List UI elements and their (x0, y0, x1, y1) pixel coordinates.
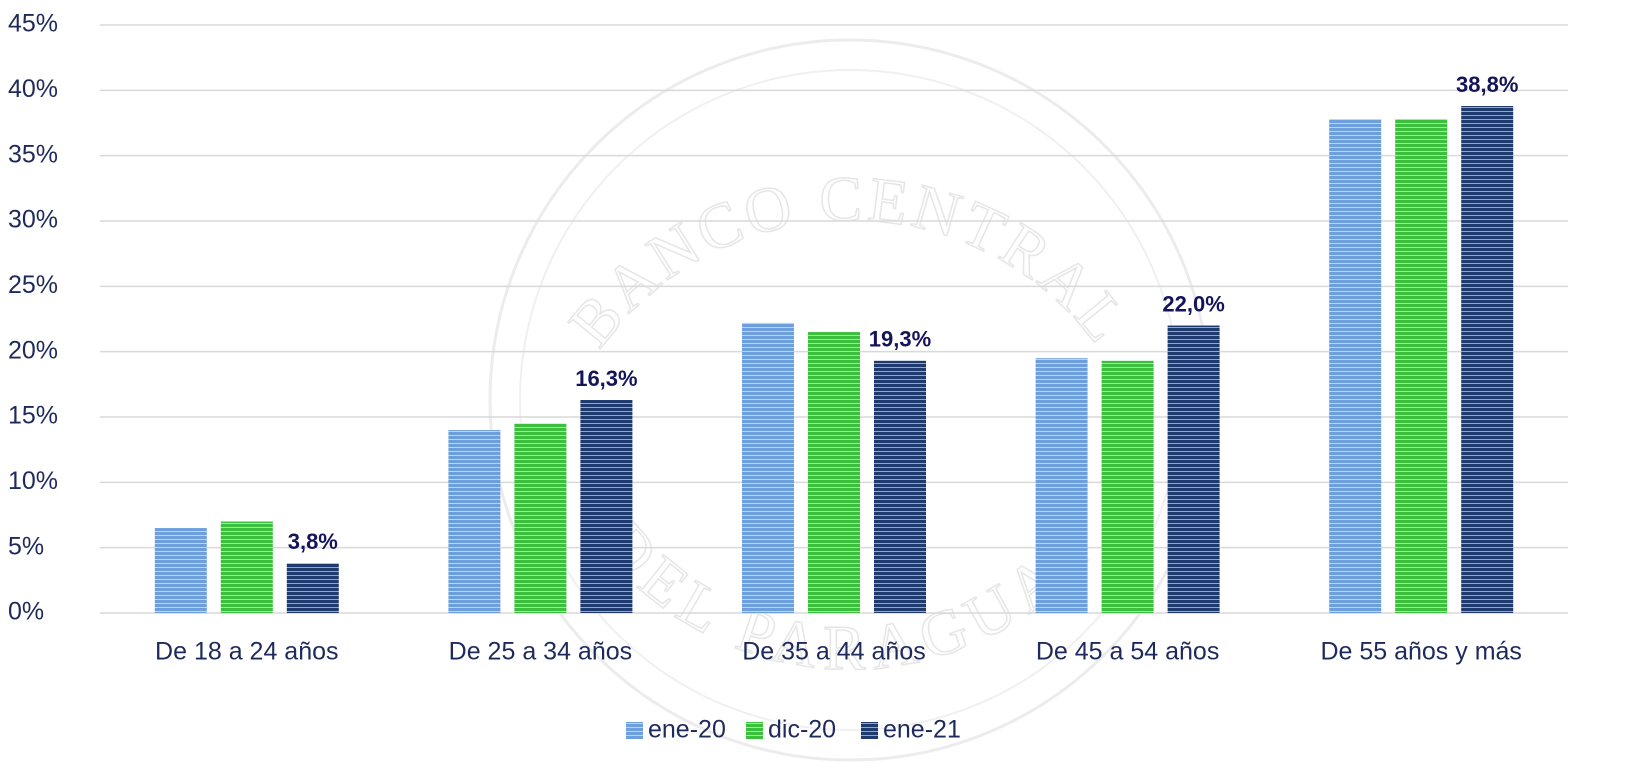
y-tick-label: 0% (8, 598, 44, 626)
bar (1395, 119, 1448, 613)
y-tick-label: 40% (8, 75, 58, 103)
x-tick-label: De 25 a 34 años (449, 638, 632, 666)
bar (220, 521, 273, 613)
legend-label: ene-21 (883, 716, 961, 744)
data-label: 19,3% (869, 327, 931, 352)
bar (1167, 325, 1220, 613)
y-tick-label: 25% (8, 271, 58, 299)
data-label: 38,8% (1456, 72, 1518, 97)
y-tick-label: 30% (8, 206, 58, 234)
y-tick-label: 10% (8, 467, 58, 495)
data-label: 3,8% (288, 529, 338, 554)
legend-label: ene-20 (648, 716, 726, 744)
bar (1461, 106, 1514, 613)
y-tick-label: 45% (8, 10, 58, 38)
x-tick-label: De 18 a 24 años (155, 638, 338, 666)
legend-swatch (861, 722, 878, 739)
y-tick-label: 15% (8, 402, 58, 430)
bar (1101, 360, 1154, 613)
legend-swatch (626, 722, 643, 739)
legend-swatch (746, 722, 763, 739)
y-tick-label: 35% (8, 140, 58, 168)
svg-text:BANCO CENTRAL: BANCO CENTRAL (555, 163, 1146, 359)
x-tick-label: De 55 años y más (1320, 638, 1522, 666)
bar (448, 430, 501, 613)
bar (286, 563, 339, 613)
data-label: 22,0% (1162, 291, 1224, 316)
bar (874, 360, 926, 613)
bar (1035, 358, 1088, 613)
bar (742, 322, 794, 613)
x-tick-label: De 35 a 44 años (742, 638, 925, 666)
bar (808, 332, 860, 613)
watermark-top: BANCO CENTRAL (554, 162, 1140, 360)
x-tick-label: De 45 a 54 años (1036, 638, 1219, 666)
bar (1329, 119, 1382, 613)
bar (514, 423, 567, 613)
bar (154, 528, 207, 613)
y-tick-label: 5% (8, 532, 44, 560)
legend-label: dic-20 (768, 716, 836, 744)
data-label: 16,3% (575, 366, 637, 391)
y-tick-label: 20% (8, 336, 58, 364)
bar (580, 400, 633, 613)
